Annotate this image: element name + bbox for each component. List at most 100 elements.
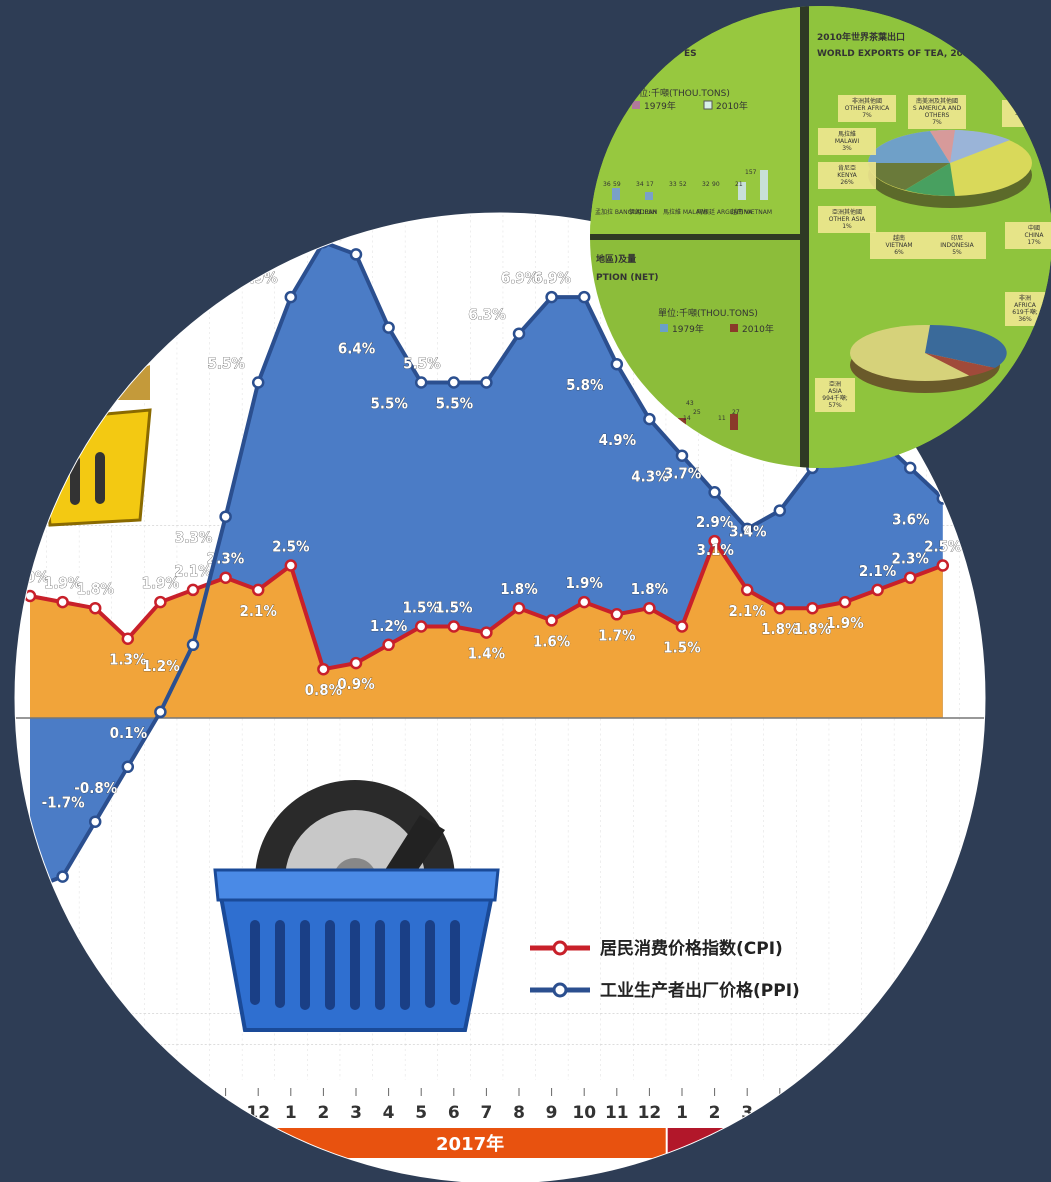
photo-pie-label: MALAWI (835, 138, 859, 145)
data-label: 1.5% (663, 639, 701, 657)
photo-pie-label: 5% (952, 249, 962, 256)
data-point (577, 290, 591, 304)
data-point (903, 461, 917, 475)
data-label: 7.6% (305, 226, 343, 244)
photo-bar-label: 馬拉維 MALAWI (663, 208, 707, 216)
data-label: 3.7% (664, 464, 702, 482)
x-tick-label: 4 (383, 1103, 395, 1123)
photo-pie-label: 肯尼亞 (838, 164, 856, 172)
data-label: 1.9% (142, 574, 180, 592)
photo-pie-label: 17% (1027, 239, 1041, 246)
data-point (317, 662, 330, 676)
photo-pie-label: 26% (840, 179, 854, 186)
data-point (186, 583, 200, 597)
photo-pie-label: 中國 (1028, 224, 1040, 232)
data-point (56, 595, 69, 609)
data-label: 1.4% (468, 645, 506, 663)
legend-marker (552, 940, 568, 956)
data-point (23, 882, 37, 896)
data-point (154, 595, 167, 609)
photo-heading: ES (684, 49, 697, 59)
x-tick-label: 10 (181, 1103, 205, 1123)
data-label: 1.8% (500, 580, 538, 598)
pie-top (868, 129, 1032, 208)
x-tick-label: 10 (572, 1103, 596, 1123)
data-label: 5.5% (403, 355, 441, 373)
legend-swatch (730, 324, 738, 332)
data-label: 1.5% (435, 599, 473, 617)
data-label: 2.9% (696, 513, 734, 531)
data-label: 1.8% (631, 580, 669, 598)
data-point (219, 571, 232, 584)
photo-number: 17 (646, 181, 654, 188)
data-point (121, 632, 135, 645)
x-tick-label: 6 (448, 1103, 460, 1123)
blue-basket (213, 780, 500, 1032)
data-point (414, 376, 428, 389)
data-point (349, 656, 363, 670)
photo-label-box (1002, 100, 1051, 127)
x-tick-label: 8 (513, 1103, 525, 1123)
data-point (903, 571, 917, 584)
x-tick-label: 2 (317, 1103, 329, 1123)
data-label: 0.1% (110, 724, 148, 742)
data-label: 1.8% (794, 620, 832, 638)
data-point (740, 583, 754, 597)
data-label: -2.6% (9, 889, 53, 907)
photo-label-box (818, 128, 876, 155)
photo-number: 25 (693, 409, 701, 416)
data-point (936, 492, 950, 505)
data-label: 4.3% (631, 468, 669, 486)
photo-pie-label: 馬拉維 (838, 130, 856, 138)
data-point (56, 870, 69, 883)
data-point (382, 638, 395, 652)
x-tick-label: 9 (546, 1103, 558, 1123)
data-point (219, 510, 232, 523)
data-label: 2.1% (859, 562, 897, 580)
photo-number: 34 (636, 181, 644, 188)
data-point (512, 327, 526, 340)
photo-pie-label: 7% (932, 119, 942, 126)
data-point (186, 638, 200, 652)
photo-pie-label: CHINA (1024, 232, 1044, 239)
photo-number: 157 (745, 169, 757, 176)
x-tick-label: 9 (937, 1103, 949, 1123)
x-tick-label: 8 (904, 1103, 916, 1123)
data-point (480, 376, 493, 389)
year-band (15, 1128, 275, 1158)
data-point (512, 601, 526, 615)
x-tick-label: 1 (285, 1103, 297, 1123)
data-label: 3.3% (175, 529, 213, 547)
data-label: 1.3% (109, 651, 147, 669)
photo-bar-label: 越南 VIETNAM (731, 208, 772, 216)
x-tick-label: 4 (774, 1103, 786, 1123)
photo-legend: 1979年 (644, 100, 676, 112)
photo-bar-label: 阿根廷 ARGENTINA (697, 208, 753, 216)
data-label: 1.6% (533, 632, 571, 650)
photo-pie-label: OTHER ASIA (829, 216, 866, 223)
data-point (88, 601, 102, 615)
photo-bar-label: 伊朗 IRAN (629, 208, 657, 216)
data-label: -2.8% (0, 901, 20, 919)
photo-circle: 2010年世界茶葉出口 WORLD EXPORTS OF TEA, 2010 ES 單… (590, 6, 1051, 468)
photo-number: 59 (613, 181, 621, 188)
photo-pie-label: 印尼 (951, 235, 963, 242)
data-label: 1.7% (598, 626, 636, 644)
photo-label-box (908, 95, 966, 129)
data-label: 5.5% (370, 395, 408, 413)
photo-pie-label: INDONESIA (940, 242, 974, 249)
photo-number: 90 (712, 181, 720, 188)
data-label: 0.8% (305, 681, 343, 699)
data-point (447, 620, 461, 633)
data-label: 2.5% (924, 538, 962, 556)
data-point (545, 614, 558, 627)
data-point (806, 601, 819, 615)
data-label: 4.9% (599, 431, 637, 449)
photo-pie-label: 6% (894, 249, 904, 256)
photo-pie-label: 57% (828, 402, 842, 409)
photo-label-box (870, 232, 928, 259)
x-tick-label: 3 (350, 1103, 362, 1123)
photo-number: 14 (683, 415, 691, 422)
photo-pie-label: OTHER AFRICA (845, 105, 890, 112)
x-tick-label: 7 (872, 1103, 884, 1123)
